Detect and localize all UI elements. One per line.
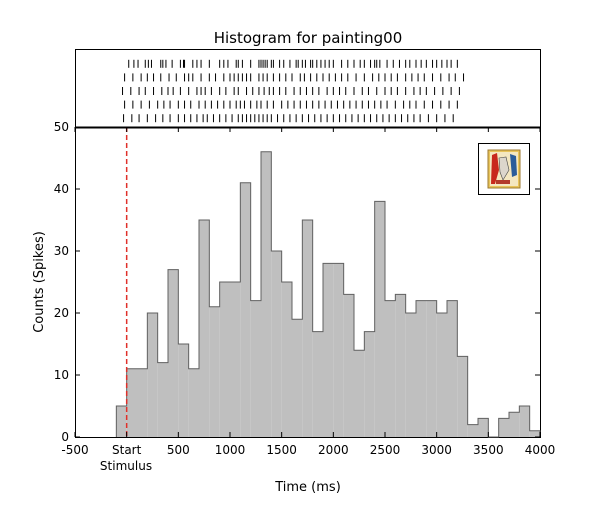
histogram-bar: [240, 182, 251, 437]
histogram-bar: [364, 331, 375, 437]
histogram-bar: [188, 368, 199, 437]
histogram-bar: [250, 300, 261, 437]
y-tick-label: 50: [54, 120, 69, 134]
y-tick-label: 30: [54, 244, 69, 258]
spike-raster: [122, 59, 465, 123]
histogram-bar: [333, 263, 344, 437]
histogram-bar: [478, 418, 489, 437]
painting-red-figure: [491, 153, 499, 184]
histogram-bar: [281, 282, 292, 437]
x-axis: -500 Start 500 1000 1500 2000 2500 3000 3500 4000: [61, 127, 555, 457]
histogram-bar: [312, 331, 323, 437]
y-tick-label: 20: [54, 306, 69, 320]
x-tick-label: 4000: [525, 443, 556, 457]
histogram-bar: [519, 406, 530, 437]
histogram-bar: [116, 406, 127, 437]
histogram-bar: [436, 313, 447, 437]
x-tick-label: 3500: [473, 443, 504, 457]
histogram-bar: [147, 313, 158, 437]
x-tick-label: 1500: [266, 443, 297, 457]
chart-title: Histogram for painting00: [214, 29, 403, 47]
histogram-bar: [302, 220, 313, 437]
histogram-bar: [178, 344, 189, 437]
y-tick-label: 0: [61, 430, 69, 444]
histogram-bar: [230, 282, 241, 437]
histogram-bar: [416, 300, 427, 437]
histogram-bar: [137, 368, 148, 437]
painting-blue-figure: [510, 154, 517, 177]
histogram-outline: [115, 151, 541, 438]
histogram-bar: [395, 294, 406, 437]
painting-base: [496, 180, 510, 184]
histogram-bar: [261, 151, 272, 438]
x-tick-label: 2000: [318, 443, 349, 457]
histogram-bar: [292, 319, 303, 437]
histogram-bar: [199, 220, 210, 437]
stimulus-label: Stimulus: [100, 459, 152, 473]
histogram-bar: [405, 313, 416, 437]
histogram-bars: [116, 151, 540, 438]
x-tick-label: 1000: [215, 443, 246, 457]
x-tick-label: 2500: [370, 443, 401, 457]
x-tick-label: Start: [112, 443, 142, 457]
histogram-bar: [467, 424, 478, 437]
x-tick-label: -500: [61, 443, 88, 457]
x-tick-label: 500: [167, 443, 190, 457]
y-tick-label: 40: [54, 182, 69, 196]
histogram-bar: [168, 269, 179, 437]
histogram-bar: [354, 350, 365, 437]
histogram-bar: [374, 201, 385, 437]
histogram-bar: [323, 263, 334, 437]
histogram-bar: [219, 282, 230, 437]
histogram-bar: [447, 300, 458, 437]
histogram-bar: [509, 412, 520, 437]
histogram-bar: [343, 294, 354, 437]
y-axis-label: Counts (Spikes): [32, 231, 47, 333]
y-axis: 0 10 20 30 40 50: [54, 120, 540, 444]
histogram-bar: [271, 251, 282, 437]
x-tick-label: 3000: [421, 443, 452, 457]
histogram-bar: [426, 300, 437, 437]
x-axis-label: Time (ms): [274, 480, 341, 495]
y-tick-label: 10: [54, 368, 69, 382]
histogram-bar: [457, 356, 468, 437]
raster-panel-frame: [75, 49, 541, 128]
histogram-bar: [157, 362, 168, 437]
histogram-bar: [209, 306, 220, 437]
painting-white-figure: [498, 156, 510, 181]
histogram-bar: [385, 300, 396, 437]
histogram-bar: [126, 368, 137, 437]
painting-thumbnail: [478, 143, 530, 195]
histogram-bar: [498, 418, 509, 437]
histogram-bar: [529, 430, 540, 437]
